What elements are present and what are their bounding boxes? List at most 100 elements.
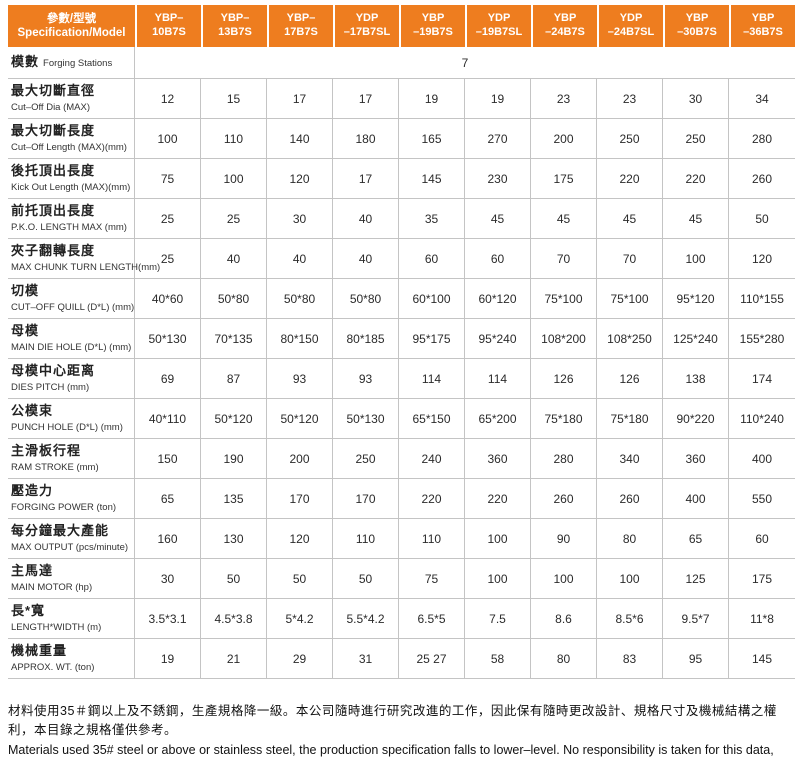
row-label-en: Kick Out Length (MAX)(mm) [11,181,131,193]
row-label-en: MAIN DIE HOLE (D*L) (mm) [11,341,132,353]
value-cell: 34 [729,79,795,119]
value-cell: 50*120 [201,399,267,439]
value-cell: 70 [597,239,663,279]
model-header-ybp-36b7s: YBP –36B7S [729,5,795,47]
spec-header-en: Specification/Model [17,27,126,39]
value-cell: 175 [729,559,795,599]
value-cell: 12 [135,79,201,119]
model-header-line: –30B7S [677,26,717,38]
spec-row: 切模 CUT–OFF QUILL (D*L) (mm) 40*60 50*80 50*8… [8,279,795,319]
value-cell: 220 [399,479,465,519]
spec-row: 模數 Forging Stations 7 [8,47,795,79]
value-cell: 60 [465,239,531,279]
value-cell: 40 [201,239,267,279]
row-label: 母模中心距离 DIES PITCH (mm) [8,359,135,399]
value-cell: 60*100 [399,279,465,319]
value-cell: 135 [201,479,267,519]
spec-row: 最大切斷直徑 Cut–Off Dia (MAX) 12 15 17 17 19 19 23 23 3… [8,79,795,119]
row-label-zh: 壓造力 [11,482,54,498]
row-label-en: MAIN MOTOR (hp) [11,581,93,593]
value-cell: 100 [201,159,267,199]
value-cell: 40 [333,239,399,279]
value-cell: 360 [663,439,729,479]
model-header-ybp-13b7s: YBP–13B7S [201,5,267,47]
value-cell: 21 [201,639,267,679]
value-cell: 45 [531,199,597,239]
value-cell: 15 [201,79,267,119]
value-cell: 17 [333,159,399,199]
value-cell: 40 [333,199,399,239]
value-cell: 110*155 [729,279,795,319]
row-label-en: MAX CHUNK TURN LENGTH(mm) [11,261,161,273]
row-label: 切模 CUT–OFF QUILL (D*L) (mm) [8,279,135,319]
value-cell: 95*120 [663,279,729,319]
value-cell: 100 [465,519,531,559]
value-cell: 25 [201,199,267,239]
value-cell: 45 [597,199,663,239]
model-header-line: –19B7SL [475,26,523,38]
value-cell: 250 [663,119,729,159]
value-cell: 160 [135,519,201,559]
value-cell: 200 [531,119,597,159]
row-label-zh: 每分鐘最大產能 [11,522,110,538]
row-label: 前托頂出長度 P.K.O. LENGTH MAX (mm) [8,199,135,239]
value-cell: 90*220 [663,399,729,439]
spec-row: 主滑板行程 RAM STROKE (mm) 150 190 200 250 240 360 28… [8,439,795,479]
value-cell: 25 [135,239,201,279]
value-cell: 140 [267,119,333,159]
value-cell: 80*185 [333,319,399,359]
value-cell: 3.5*3.1 [135,599,201,639]
footnote-en: Materials used 35# steel or above or sta… [8,742,774,757]
row-label-zh: 母模 [11,322,40,338]
value-cell: 120 [267,519,333,559]
row-label: 後托頂出長度 Kick Out Length (MAX)(mm) [8,159,135,199]
row-label-en: Cut–Off Length (MAX)(mm) [11,141,127,153]
row-label-zh: 模數 [11,54,40,70]
value-cell: 31 [333,639,399,679]
value-cell: 260 [531,479,597,519]
value-cell: 75*100 [597,279,663,319]
model-header-ydp-19b7sl: YDP –19B7SL [465,5,531,47]
value-cell: 69 [135,359,201,399]
row-label: 長*寬 LENGTH*WIDTH (m) [8,599,135,639]
value-cell: 174 [729,359,795,399]
spec-header-zh: 參數/型號 [46,12,97,25]
value-cell: 23 [531,79,597,119]
value-cell-merged: 7 [135,47,795,79]
spec-row: 前托頂出長度 P.K.O. LENGTH MAX (mm) 25 25 30 40 35 45… [8,199,795,239]
model-header-line: YBP–13B7S [218,12,252,38]
footnote: 材料使用35＃鋼以上及不銹鋼，生產規格降一級。本公司隨時進行研究改進的工作，因此… [8,702,792,761]
value-cell: 75*180 [531,399,597,439]
value-cell: 29 [267,639,333,679]
spec-row: 公模束 PUNCH HOLE (D*L) (mm) 40*110 50*120 50*1… [8,399,795,439]
value-cell: 280 [729,119,795,159]
model-header-line: YBP [553,12,577,25]
value-cell: 50*80 [333,279,399,319]
value-cell: 50*120 [267,399,333,439]
model-header-ybp-24b7s: YBP –24B7S [531,5,597,47]
value-cell: 45 [465,199,531,239]
value-cell: 45 [663,199,729,239]
row-label: 公模束 PUNCH HOLE (D*L) (mm) [8,399,135,439]
model-header-line: –36B7S [743,26,783,38]
spec-model-header: 參數/型號 Specification/Model [8,5,135,47]
model-header-line: YBP–17B7S [284,12,318,38]
model-header-line: YBP [751,12,775,25]
value-cell: 270 [465,119,531,159]
value-cell: 11*8 [729,599,795,639]
value-cell: 50 [201,559,267,599]
value-cell: 75*180 [597,399,663,439]
value-cell: 50*130 [135,319,201,359]
value-cell: 400 [663,479,729,519]
value-cell: 65 [663,519,729,559]
spec-row: 母模 MAIN DIE HOLE (D*L) (mm) 50*130 70*135 80… [8,319,795,359]
spec-row: 後托頂出長度 Kick Out Length (MAX)(mm) 75 100 120 1… [8,159,795,199]
value-cell: 138 [663,359,729,399]
value-cell: 90 [531,519,597,559]
row-label-en: LENGTH*WIDTH (m) [11,621,102,633]
row-label-zh: 前托頂出長度 [11,202,96,218]
value-cell: 30 [135,559,201,599]
value-cell: 93 [267,359,333,399]
value-cell: 126 [531,359,597,399]
